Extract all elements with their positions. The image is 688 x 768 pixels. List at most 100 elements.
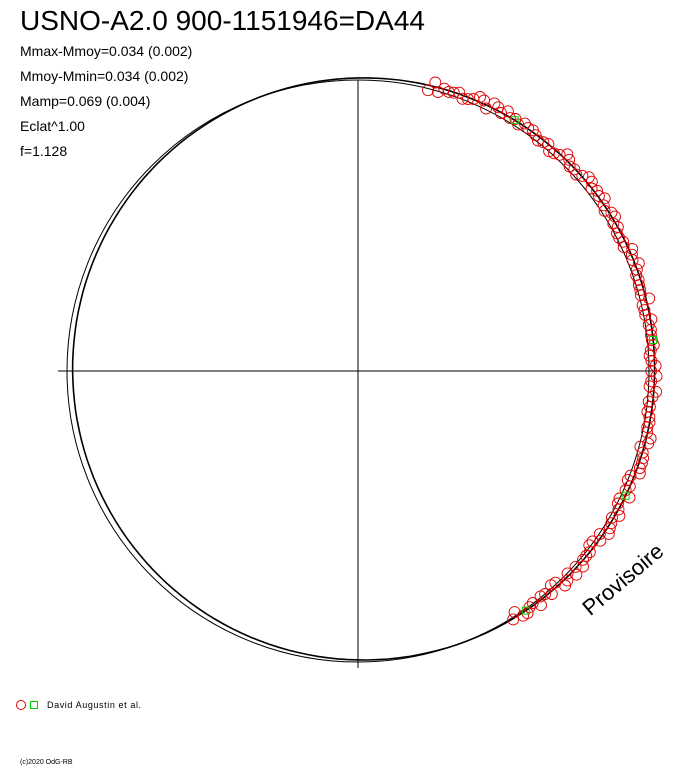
data-point-circle [447,86,460,99]
data-point-circle [643,349,656,362]
data-point-circle [583,546,596,559]
stat-frequency: f=1.128 [20,143,68,159]
data-point-circle [529,129,542,142]
data-point-circle [534,590,547,603]
data-point-circle [509,113,522,125]
data-point-circle [543,145,556,158]
data-point-circle [613,509,626,522]
data-point-circle [559,579,572,592]
plot-axes [58,80,660,668]
stat-mamp: Mamp=0.069 (0.004) [20,93,151,109]
data-point-circle [612,503,625,516]
data-point-circle [495,107,507,119]
data-point-circle [542,138,555,151]
stat-mmoy-mmin: Mmoy-Mmin=0.034 (0.002) [20,68,189,84]
data-point-circle [518,117,531,130]
data-point-circle [501,105,514,118]
data-point-circle [593,528,606,541]
data-point-circle [585,182,598,195]
data-point-circle [625,248,638,261]
legend-circle-marker [16,700,26,710]
data-point-circle [597,199,610,212]
data-point-circle [507,613,520,626]
data-point-circle [598,192,611,205]
data-point-circle [643,292,656,305]
data-point-square [621,491,630,500]
data-point-circle [633,462,646,475]
data-point-circle [561,574,574,587]
data-point-circle [453,86,466,99]
data-point-circle [580,549,593,562]
data-point-circle [634,289,647,302]
data-point-circle [422,84,434,97]
stat-mmax-mmoy: Mmax-Mmoy=0.034 (0.002) [20,43,193,59]
data-point-circle [537,136,550,149]
circle-points-layer [422,76,663,626]
data-point-circle [548,147,560,160]
data-point-circle [461,93,474,106]
data-point-circle [645,313,658,326]
data-point-circle [570,568,583,581]
data-point-circle [633,467,646,480]
data-point-circle [563,153,576,166]
data-point-circle [638,304,651,317]
data-point-circle [561,148,574,161]
data-point-circle [632,279,645,292]
data-point-circle [650,385,663,398]
square-points-layer [510,116,658,615]
data-point-circle [645,334,658,347]
data-point-circle [619,484,632,497]
data-point-circle [568,163,581,176]
chart-title: USNO-A2.0 900-1151946=DA44 [20,5,425,36]
data-point-circle [617,235,630,248]
data-point-circle [594,534,607,547]
data-point-circle [561,567,574,580]
data-point-circle [644,323,657,336]
data-point-circle [591,184,604,197]
data-point-square [649,336,658,344]
data-point-circle [602,527,615,540]
data-point-circle [488,97,501,110]
data-point-circle [526,597,539,609]
data-point-circle [544,579,557,592]
data-point-circle [645,375,658,388]
data-point-circle [632,257,645,270]
data-point-circle [598,204,611,217]
data-point-circle [532,134,544,147]
data-point-circle [647,339,660,352]
data-point-circle [577,553,589,566]
data-point-circle [585,175,598,188]
data-point-circle [503,112,516,125]
data-point-circle [603,522,616,535]
data-point-circle [632,273,645,286]
data-point-circle [508,606,521,619]
copyright: (c)2020 OdG-RB [20,759,73,766]
reference-circle [66,79,650,663]
legend-square-marker [30,701,38,709]
data-point-circle [545,588,558,600]
data-point-circle [643,411,656,424]
data-point-square [521,606,530,615]
legend-label: David Augustin et al. [47,700,142,710]
data-point-circle [641,421,654,434]
data-point-circle [611,497,624,510]
data-point-circle [644,344,657,357]
data-point-circle [634,284,647,296]
data-point-circle [642,437,655,450]
data-point-circle [592,190,605,202]
curves-layer [66,77,656,663]
data-point-circle [642,395,655,408]
data-point-circle [535,599,547,612]
data-point-circle [577,560,589,573]
data-point-circle [576,169,589,182]
data-point-circle [474,91,486,103]
data-point-square [510,116,519,125]
data-point-circle [569,560,582,573]
data-point-circle [570,168,583,181]
stat-eclat: Eclat^1.00 [20,118,85,134]
data-point-circle [617,241,630,254]
data-point-circle [586,535,599,548]
data-point-circle [429,76,442,89]
data-point-circle [553,148,566,161]
